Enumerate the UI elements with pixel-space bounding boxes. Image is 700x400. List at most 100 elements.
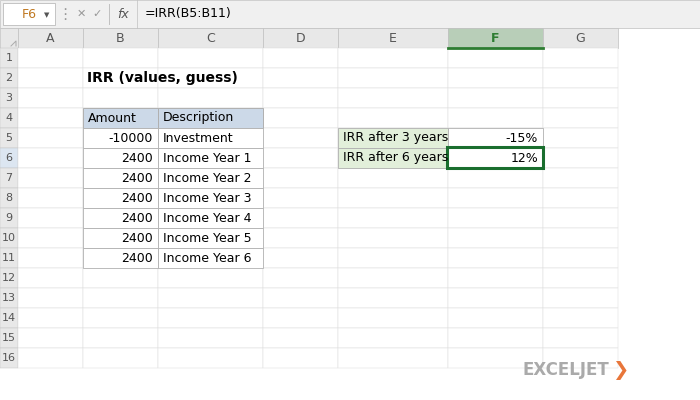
Bar bbox=[263, 348, 338, 368]
Text: B: B bbox=[116, 32, 125, 44]
Text: 16: 16 bbox=[2, 353, 16, 363]
Text: 2400: 2400 bbox=[121, 232, 153, 244]
Bar bbox=[83, 148, 158, 168]
Bar bbox=[448, 68, 543, 88]
Bar bbox=[0, 128, 18, 148]
Text: Income Year 3: Income Year 3 bbox=[163, 192, 251, 204]
Bar bbox=[448, 188, 543, 208]
Bar bbox=[18, 108, 83, 128]
Bar bbox=[543, 228, 618, 248]
Bar bbox=[543, 68, 618, 88]
Text: C: C bbox=[206, 32, 215, 44]
Bar bbox=[83, 168, 158, 188]
Bar bbox=[18, 328, 83, 348]
Text: 5: 5 bbox=[6, 133, 13, 143]
Bar bbox=[18, 168, 83, 188]
Bar bbox=[158, 268, 263, 288]
Bar bbox=[338, 188, 448, 208]
Text: G: G bbox=[575, 32, 585, 44]
Bar bbox=[83, 328, 158, 348]
Bar bbox=[448, 208, 543, 228]
Bar bbox=[18, 48, 83, 68]
Bar bbox=[543, 328, 618, 348]
Text: A: A bbox=[46, 32, 55, 44]
Bar bbox=[263, 108, 338, 128]
Bar bbox=[448, 148, 543, 168]
Bar bbox=[448, 48, 543, 68]
Bar bbox=[158, 148, 263, 168]
Bar bbox=[158, 248, 263, 268]
Bar bbox=[18, 148, 83, 168]
Bar bbox=[83, 128, 158, 148]
Bar bbox=[0, 188, 18, 208]
Bar bbox=[263, 28, 338, 48]
Text: ❯: ❯ bbox=[612, 360, 629, 380]
Text: IRR after 3 years: IRR after 3 years bbox=[343, 132, 448, 144]
Bar bbox=[83, 148, 158, 168]
Bar bbox=[83, 128, 158, 148]
Text: F: F bbox=[491, 32, 500, 44]
Text: 9: 9 bbox=[6, 213, 13, 223]
Bar bbox=[83, 168, 158, 188]
Bar bbox=[263, 168, 338, 188]
Bar bbox=[158, 208, 263, 228]
Bar bbox=[338, 348, 448, 368]
Bar bbox=[83, 348, 158, 368]
Bar bbox=[83, 208, 158, 228]
Bar bbox=[158, 28, 263, 48]
Bar bbox=[263, 288, 338, 308]
Text: ✓: ✓ bbox=[92, 9, 102, 19]
Bar bbox=[83, 68, 158, 88]
Bar bbox=[338, 88, 448, 108]
Text: 13: 13 bbox=[2, 293, 16, 303]
Bar bbox=[0, 48, 18, 68]
Bar bbox=[158, 108, 263, 128]
Text: 14: 14 bbox=[2, 313, 16, 323]
Bar bbox=[0, 208, 18, 228]
Bar bbox=[18, 208, 83, 228]
Text: F6: F6 bbox=[22, 8, 36, 20]
Text: 15: 15 bbox=[2, 333, 16, 343]
Bar bbox=[158, 168, 263, 188]
Text: IRR after 6 years: IRR after 6 years bbox=[343, 152, 448, 164]
Bar bbox=[83, 268, 158, 288]
Bar bbox=[18, 88, 83, 108]
Bar bbox=[83, 228, 158, 248]
Bar bbox=[263, 128, 338, 148]
Text: 10: 10 bbox=[2, 233, 16, 243]
Text: Income Year 1: Income Year 1 bbox=[163, 152, 251, 164]
Bar bbox=[0, 268, 18, 288]
Text: 2400: 2400 bbox=[121, 172, 153, 184]
Text: 12: 12 bbox=[2, 273, 16, 283]
Bar bbox=[18, 308, 83, 328]
Text: =IRR(B5:B11): =IRR(B5:B11) bbox=[145, 8, 232, 20]
Bar bbox=[18, 128, 83, 148]
Bar bbox=[0, 88, 18, 108]
Bar bbox=[448, 108, 543, 128]
Bar bbox=[0, 148, 18, 168]
Bar bbox=[158, 308, 263, 328]
Bar bbox=[18, 28, 83, 48]
Bar bbox=[448, 128, 543, 148]
Bar bbox=[83, 88, 158, 108]
Bar bbox=[543, 108, 618, 128]
Bar bbox=[83, 48, 158, 68]
Bar bbox=[448, 328, 543, 348]
Bar bbox=[338, 308, 448, 328]
Bar bbox=[543, 308, 618, 328]
Bar bbox=[448, 308, 543, 328]
Bar bbox=[448, 128, 543, 148]
Bar bbox=[338, 268, 448, 288]
Text: E: E bbox=[389, 32, 397, 44]
Bar bbox=[158, 48, 263, 68]
Bar bbox=[83, 108, 158, 128]
Bar bbox=[338, 228, 448, 248]
Bar bbox=[0, 228, 18, 248]
Bar bbox=[158, 288, 263, 308]
Bar bbox=[263, 268, 338, 288]
Text: 1: 1 bbox=[6, 53, 13, 63]
Bar bbox=[263, 228, 338, 248]
Text: 12%: 12% bbox=[510, 152, 538, 164]
Bar bbox=[448, 248, 543, 268]
Bar bbox=[158, 188, 263, 208]
